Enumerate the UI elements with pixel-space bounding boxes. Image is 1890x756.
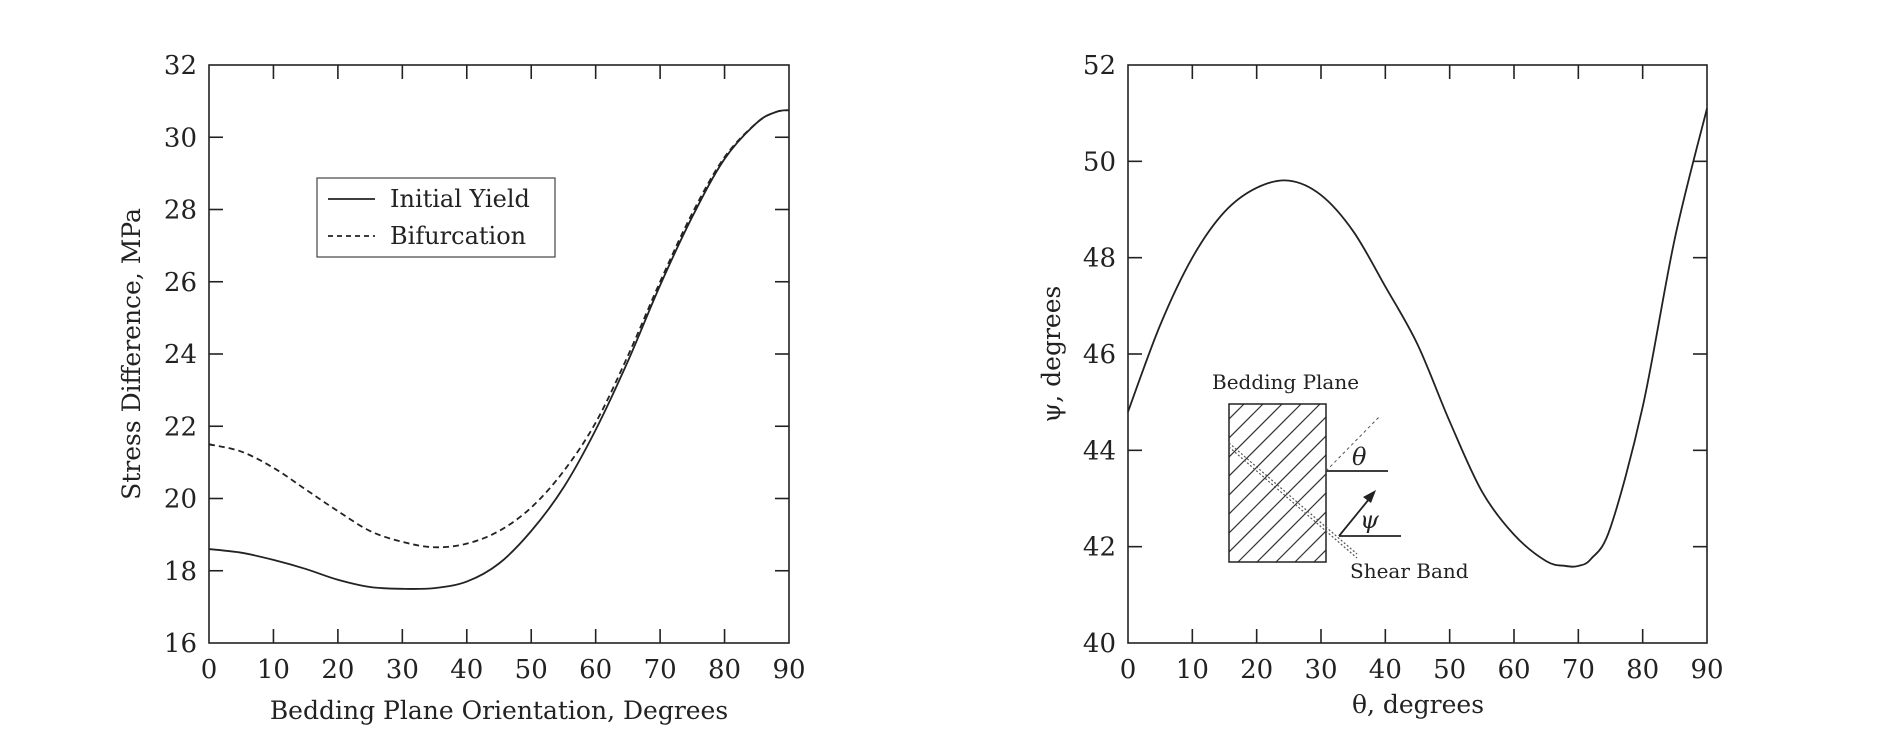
right-x-tick-label: 60 bbox=[1497, 655, 1530, 685]
hatch-line bbox=[1229, 404, 1245, 420]
left-x-ticks: 0 10 20 30 40 50 60 70 80 90 bbox=[201, 65, 806, 685]
left-x-tick-label: 40 bbox=[450, 655, 483, 685]
hatch-line bbox=[1229, 404, 1283, 458]
shear-band-line-a bbox=[1228, 442, 1358, 555]
right-series-line-0 bbox=[1127, 108, 1708, 568]
theta-dashed-normal bbox=[1325, 415, 1381, 472]
hatch-line bbox=[1390, 382, 1570, 562]
hatch-line bbox=[1256, 492, 1326, 562]
shear-band-label: Shear Band bbox=[1350, 559, 1469, 583]
right-x-tick-label: 10 bbox=[1176, 655, 1209, 685]
left-x-tick-label: 80 bbox=[708, 655, 741, 685]
right-y-tick-label: 48 bbox=[1083, 244, 1116, 274]
legend-label-bifurcation: Bifurcation bbox=[390, 222, 526, 250]
left-y-tick-label: 30 bbox=[164, 123, 197, 153]
right-x-tick-label: 30 bbox=[1304, 655, 1337, 685]
left-x-tick-label: 0 bbox=[201, 655, 218, 685]
theta-symbol: θ bbox=[1352, 443, 1367, 471]
hatch-line bbox=[1237, 473, 1326, 562]
left-y-tick-label: 32 bbox=[164, 51, 197, 81]
left-x-tick-label: 30 bbox=[386, 655, 419, 685]
left-series-line-bifurcation bbox=[208, 109, 790, 549]
right-x-tick-label: 80 bbox=[1626, 655, 1659, 685]
legend-label-initial-yield: Initial Yield bbox=[390, 185, 530, 213]
right-x-tick-label: 90 bbox=[1690, 655, 1723, 685]
hatch-line bbox=[1409, 382, 1589, 562]
left-x-tick-label: 10 bbox=[257, 655, 290, 685]
hatch-line bbox=[1428, 382, 1608, 562]
hatch-line bbox=[1352, 382, 1532, 562]
right-y-tick-label: 44 bbox=[1083, 436, 1116, 466]
left-y-tick-label: 20 bbox=[164, 485, 197, 515]
left-y-tick-label: 26 bbox=[164, 268, 197, 298]
legend: Initial Yield Bifurcation bbox=[316, 177, 556, 258]
left-y-tick-label: 28 bbox=[164, 196, 197, 226]
right-plot-frame bbox=[1127, 64, 1708, 644]
hatch-line bbox=[1275, 511, 1326, 562]
right-x-tick-label: 0 bbox=[1120, 655, 1137, 685]
right-y-tick-label: 52 bbox=[1083, 51, 1116, 81]
right-y-axis-title: ψ, degrees bbox=[1037, 286, 1066, 423]
right-x-tick-label: 70 bbox=[1562, 655, 1595, 685]
left-series-line-initial-yield bbox=[208, 109, 790, 590]
left-series-group bbox=[208, 109, 790, 590]
right-y-tick-label: 50 bbox=[1083, 147, 1116, 177]
psi-vs-theta-chart: 0 10 20 30 40 50 60 70 80 90 40 42 44 46 48 50 52 θ, de… bbox=[1037, 51, 1724, 719]
left-y-tick-label: 16 bbox=[164, 629, 197, 659]
left-x-tick-label: 70 bbox=[644, 655, 677, 685]
hatch-line bbox=[1229, 404, 1302, 477]
right-x-tick-label: 20 bbox=[1240, 655, 1273, 685]
hatch-line bbox=[1333, 382, 1513, 562]
hatch-line bbox=[1229, 435, 1326, 534]
left-x-tick-label: 90 bbox=[772, 655, 805, 685]
left-x-tick-label: 60 bbox=[579, 655, 612, 685]
right-x-axis-title: θ, degrees bbox=[1352, 690, 1484, 719]
bedding-plane-hatch bbox=[1048, 382, 1608, 562]
left-y-ticks: 16 18 20 22 24 26 28 30 32 bbox=[164, 51, 789, 659]
right-x-ticks: 0 10 20 30 40 50 60 70 80 90 bbox=[1120, 65, 1724, 685]
left-y-tick-label: 18 bbox=[164, 557, 197, 587]
legend-box bbox=[316, 177, 556, 258]
left-x-axis-title: Bedding Plane Orientation, Degrees bbox=[270, 696, 728, 725]
hatch-line bbox=[1229, 416, 1326, 515]
hatch-line bbox=[1294, 530, 1326, 562]
right-x-tick-label: 40 bbox=[1369, 655, 1402, 685]
hatch-line bbox=[1371, 382, 1551, 562]
left-x-tick-label: 20 bbox=[321, 655, 354, 685]
inset-diagram: Bedding Plane θ ψ Shear Band bbox=[1048, 370, 1608, 583]
right-series-group bbox=[1127, 108, 1708, 568]
psi-arrow-head bbox=[1363, 490, 1376, 503]
shear-band-line-b bbox=[1228, 446, 1358, 559]
hatch-line bbox=[1229, 404, 1321, 496]
right-y-tick-label: 40 bbox=[1083, 629, 1116, 659]
right-x-tick-label: 50 bbox=[1433, 655, 1466, 685]
hatch-line bbox=[1229, 404, 1264, 439]
right-y-ticks: 40 42 44 46 48 50 52 bbox=[1083, 51, 1707, 659]
right-y-tick-label: 46 bbox=[1083, 340, 1116, 370]
left-y-axis-title: Stress Difference, MPa bbox=[117, 208, 146, 500]
right-y-tick-label: 42 bbox=[1083, 533, 1116, 563]
hatch-line bbox=[1313, 549, 1326, 562]
stress-difference-chart: 0 10 20 30 40 50 60 70 80 90 16 18 20 22 24 26 28 30 32 B… bbox=[117, 51, 806, 725]
left-x-tick-label: 50 bbox=[515, 655, 548, 685]
hatch-line bbox=[1048, 382, 1228, 562]
psi-symbol: ψ bbox=[1360, 506, 1380, 534]
left-y-tick-label: 24 bbox=[164, 340, 197, 370]
bedding-plane-block bbox=[1228, 403, 1327, 563]
bedding-plane-label: Bedding Plane bbox=[1212, 370, 1359, 394]
left-plot-frame bbox=[208, 64, 790, 644]
hatch-line bbox=[1229, 454, 1326, 553]
left-y-tick-label: 22 bbox=[164, 412, 197, 442]
